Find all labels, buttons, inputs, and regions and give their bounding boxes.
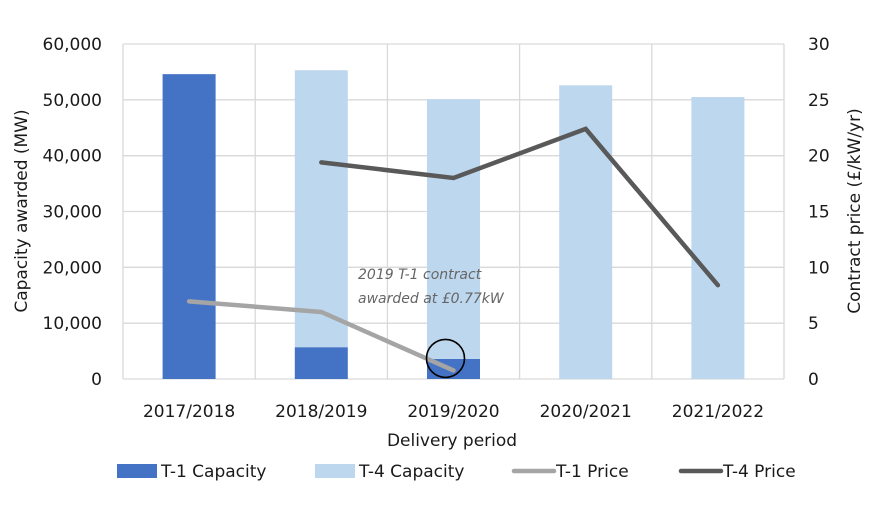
y-tick-label: 30,000 xyxy=(43,203,102,223)
legend-label: T-4 Price xyxy=(722,462,796,482)
y2-tick-label: 30 xyxy=(808,35,830,55)
legend-item-t-4-price: T-4 Price xyxy=(678,462,796,482)
y-tick-label: 40,000 xyxy=(43,147,102,167)
x-tick-label: 2020/2021 xyxy=(540,402,632,422)
x-tick-label: 2021/2022 xyxy=(672,402,764,422)
line-t-4-price xyxy=(319,126,721,288)
legend-item-t-1-price: T-1 Price xyxy=(511,462,629,482)
y-tick-label: 0 xyxy=(91,370,102,390)
x-tick-label: 2017/2018 xyxy=(143,402,235,422)
y-axis-title: Capacity awarded (MW) xyxy=(12,109,32,312)
legend-item-t-4-capacity: T-4 Capacity xyxy=(315,462,464,482)
legend-swatch xyxy=(117,464,157,478)
y-tick-label: 50,000 xyxy=(43,91,102,111)
y2-axis-title: Contract price (£/kW/yr) xyxy=(845,108,865,314)
legend-label: T-1 Price xyxy=(555,462,629,482)
bar-t-4-capacity-2019-2020 xyxy=(427,99,480,359)
y2-tick-label: 5 xyxy=(808,314,819,334)
y2-tick-label: 15 xyxy=(808,203,830,223)
legend-label: T-1 Capacity xyxy=(160,462,266,482)
bar-t-1-capacity-2018-2019 xyxy=(294,347,348,379)
legend: T-1 Capacity T-4 Capacity T-1 Price T-4 Pri… xyxy=(117,462,796,482)
y2-tick-label: 10 xyxy=(808,258,830,278)
x-tick-label: 2018/2019 xyxy=(275,402,367,422)
legend-item-t-1-capacity: T-1 Capacity xyxy=(117,462,266,482)
y2-tick-label: 20 xyxy=(808,147,830,167)
legend-swatch xyxy=(315,464,355,478)
bars xyxy=(162,70,745,380)
bar-t-4-capacity-2018-2019 xyxy=(294,70,348,348)
bar-t-4-capacity-2021-2022 xyxy=(691,97,745,380)
y2-tick-label: 25 xyxy=(808,91,830,111)
y-tick-label: 60,000 xyxy=(43,35,102,55)
price-lines xyxy=(186,126,721,373)
annotation: 2019 T-1 contract awarded at £0.77kW xyxy=(358,267,505,379)
y-tick-label: 20,000 xyxy=(43,258,102,278)
y-axis-ticks: 0 10,000 20,000 30,000 40,000 50,000 60,000 xyxy=(43,35,102,390)
line-t-1-price xyxy=(186,299,456,373)
annotation-line-2: awarded at £0.77kW xyxy=(358,291,505,307)
bar-t-1-capacity-2017-2018 xyxy=(162,74,216,380)
legend-label: T-4 Capacity xyxy=(358,462,464,482)
y2-tick-label: 0 xyxy=(808,370,819,390)
x-axis-ticks: 2017/2018 2018/2019 2019/2020 2020/2021 2021… xyxy=(143,402,764,422)
x-tick-label: 2019/2020 xyxy=(407,402,499,422)
annotation-highlight-circle xyxy=(425,338,466,379)
x-axis-title: Delivery period xyxy=(387,431,517,451)
annotation-line-1: 2019 T-1 contract xyxy=(358,267,482,283)
y-tick-label: 10,000 xyxy=(43,314,102,334)
y2-axis-ticks: 0 5 10 15 20 25 30 xyxy=(808,35,830,390)
